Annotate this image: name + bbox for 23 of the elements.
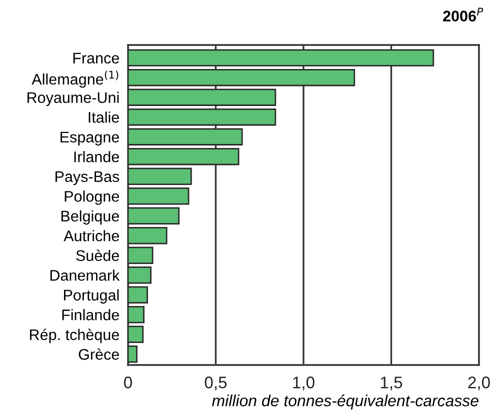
y-tick-label: Suède [76, 250, 119, 262]
y-tick-label: Finlande [62, 309, 119, 320]
y-tick-label: Espagne [60, 132, 119, 146]
y-tick-label: Pologne [64, 190, 119, 205]
y-tick-label: Rép. tchèque [30, 328, 119, 344]
y-tick-label: Belgique [61, 210, 119, 225]
y-tick-label: Pays-Bas [56, 171, 120, 186]
y-tick-label: Portugal [64, 289, 119, 304]
x-axis-title: million de tonnes-équivalent-carcasse [212, 394, 478, 410]
y-tick-label: Irlande [74, 151, 119, 162]
x-tick-label: 2,0 [468, 376, 490, 390]
y-tick-label: France [73, 52, 119, 64]
x-tick-label: 0 [124, 376, 132, 388]
y-tick-label: Allemagne$^{(1)}$ [32, 70, 118, 88]
y-tick-label: Autriche [64, 230, 119, 242]
y-tick-label: Royaume-Uni [28, 92, 119, 106]
chart-title: 2006$^{P}$ [443, 8, 484, 22]
x-tick-label: 1,0 [293, 376, 314, 390]
y-tick-label: Grèce [78, 348, 119, 360]
y-tick-label: Danemark [50, 270, 120, 281]
y-tick-label: Italie [88, 112, 119, 123]
x-tick-label: 0,5 [204, 376, 227, 390]
x-tick-label: 1,5 [380, 376, 402, 390]
